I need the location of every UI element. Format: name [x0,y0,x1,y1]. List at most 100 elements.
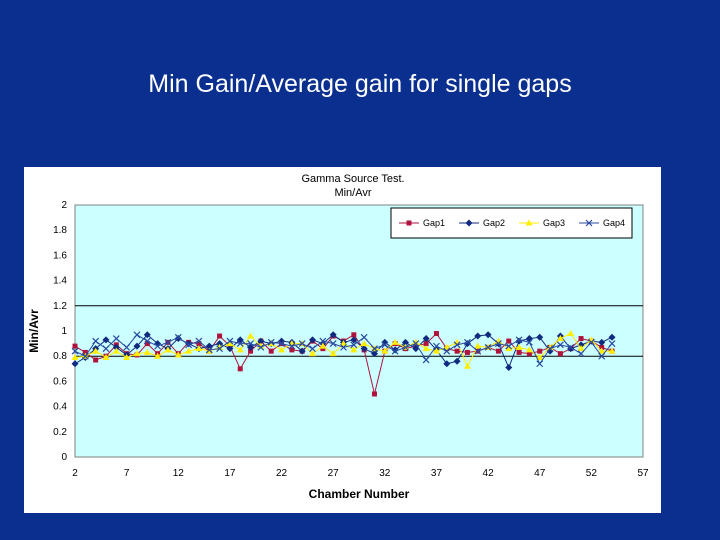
data-point-gap4 [133,331,141,339]
x-tick-label: 7 [124,468,130,479]
data-point-gap2 [112,343,120,351]
data-point-gap2 [536,333,544,341]
data-point-gap1 [351,332,357,338]
legend-item-gap1: Gap1 [399,218,445,228]
slide-title: Min Gain/Average gain for single gaps [148,70,572,98]
data-point-gap2 [102,336,110,344]
y-tick-label: 1.2 [53,301,67,312]
legend-label-gap2: Gap2 [483,218,505,228]
data-point-gap3 [391,338,399,345]
data-point-gap3 [143,348,151,355]
data-point-gap2 [133,342,141,350]
data-point-gap4 [464,338,471,346]
data-point-gap3 [422,345,430,352]
x-tick-label: 32 [379,468,391,479]
data-point-gap3 [432,347,440,354]
data-point-gap3 [350,346,358,353]
chart-subtitle: Min/Avr [334,187,371,199]
data-point-gap1 [537,348,543,354]
data-point-gap2 [463,340,471,348]
data-point-gap4 [112,335,120,342]
data-point-gap1 [93,357,99,363]
x-tick-label: 22 [276,468,288,479]
data-point-gap4 [494,340,502,348]
data-point-gap1 [196,341,202,347]
data-point-gap4 [402,343,409,351]
x-axis-title: Chamber Number [309,487,410,501]
data-point-gap4 [92,337,100,345]
data-point-gap3 [443,343,451,350]
data-point-gap4 [412,340,420,348]
data-point-gap3 [226,340,234,347]
data-point-gap1 [144,341,150,347]
x-tick-label: 47 [534,468,546,479]
series-gap4 [71,331,616,368]
data-point-gap1 [268,348,274,354]
legend: Gap1 Gap2 Gap3 Gap4 [390,207,633,239]
y-tick-label: 0.8 [53,351,67,362]
data-point-gap3 [247,332,255,339]
x-tick-label: 37 [431,468,443,479]
axis-layer: 00.20.40.60.811.21.41.61.822 7 12 17 22 27 32 3… [53,200,649,479]
legend-marker-gap1 [406,220,412,226]
data-point-gap3 [474,342,482,349]
data-point-gap1 [72,343,78,349]
data-point-gap2 [474,332,482,340]
data-point-gap1 [454,348,460,354]
data-point-gap4 [236,340,244,348]
legend-label-gap4: Gap4 [603,218,625,228]
data-point-gap2 [515,337,523,345]
data-point-gap3 [309,350,317,357]
data-point-gap4 [164,338,172,346]
data-point-gap4 [505,342,513,350]
x-tick-label: 12 [173,468,185,479]
data-point-gap2 [360,345,368,353]
data-point-gap1 [464,349,470,355]
data-point-gap2 [298,347,306,355]
data-point-gap4 [587,338,595,346]
data-point-gap3 [567,330,575,337]
data-point-gap1 [433,331,439,337]
data-point-gap4 [123,343,131,351]
data-point-gap2 [278,337,286,345]
legend-item-gap3: Gap3 [519,218,565,228]
data-point-gap3 [577,345,585,352]
data-point-gap3 [319,342,327,349]
data-point-gap4 [288,342,296,350]
data-point-gap3 [515,343,523,350]
data-point-gap3 [102,353,110,360]
chart-svg: 00.20.40.60.811.21.41.61.822 7 12 17 22 27 32 3… [27,173,649,501]
data-point-gap4 [278,340,285,348]
chart-frame: 0 0.2 0.4 0.6 0.8 1 1.2 1.4 1.6 1.8 2 2 7 12 17 22 27 32 3… [24,167,661,513]
data-point-gap3 [360,340,368,347]
y-tick-label: 1.8 [53,225,67,236]
data-point-gap4 [567,343,575,351]
y-tick-label: 1.6 [53,250,67,261]
y-tick-label: 2 [61,200,67,211]
x-tick-label: 42 [483,468,495,479]
legend-item-gap2: Gap2 [459,218,505,228]
data-point-gap4 [319,337,327,345]
data-point-gap4 [247,340,254,348]
data-point-gap4 [154,342,162,350]
data-point-gap2 [370,350,378,358]
data-point-gap3 [71,353,79,360]
data-point-gap1 [516,349,522,355]
data-point-gap4 [515,336,523,344]
data-point-gap1 [371,391,377,397]
x-tick-label: 52 [586,468,598,479]
plot-area [74,204,644,458]
data-point-gap2 [226,345,234,353]
data-point-gap4 [422,356,430,364]
data-point-gap2 [309,336,317,344]
data-point-gap2 [391,346,399,354]
data-point-gap3 [556,335,564,342]
data-point-gap2 [453,357,461,365]
data-point-gap3 [112,347,120,354]
series-layer [71,330,616,397]
data-point-gap2 [505,364,513,372]
data-point-gap2 [381,338,389,346]
data-point-gap4 [81,352,89,360]
data-point-gap4 [474,347,482,355]
data-point-gap1 [578,336,584,342]
